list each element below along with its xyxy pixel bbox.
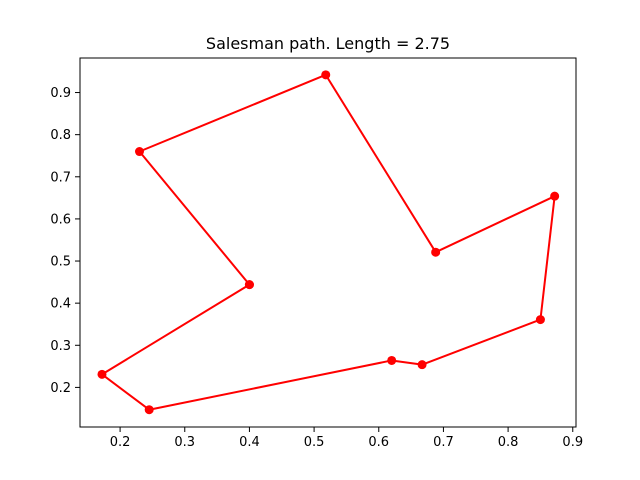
plot-area (80, 58, 576, 427)
x-tick-label-0: 0.2 (110, 435, 131, 450)
y-tick-label-1: 0.3 (50, 339, 71, 354)
city-point-2 (321, 70, 331, 80)
x-tick-label-5: 0.7 (433, 435, 454, 450)
city-point-7 (387, 355, 397, 365)
y-tick-label-3: 0.5 (50, 255, 71, 270)
x-tick-label-7: 0.9 (562, 435, 583, 450)
y-tick-label-5: 0.7 (50, 170, 71, 185)
y-tick-label-7: 0.9 (50, 86, 71, 101)
axes: 0.2 0.3 0.4 0.5 0.6 0.7 0.8 0.9 0.2 0.3 0.4 0.5 0.6 0… (50, 57, 583, 450)
city-point-3 (431, 247, 441, 257)
x-tick-label-2: 0.4 (239, 435, 260, 450)
x-tick-label-6: 0.8 (498, 435, 519, 450)
chart-title: Salesman path. Length = 2.75 (206, 34, 450, 53)
x-tick-label-1: 0.3 (174, 435, 195, 450)
city-point-4 (550, 191, 560, 201)
plot-background (80, 58, 576, 427)
x-tick-label-3: 0.5 (304, 435, 325, 450)
city-point-8 (144, 405, 154, 415)
x-tick-label-4: 0.6 (368, 435, 389, 450)
y-tick-label-4: 0.6 (50, 212, 71, 227)
city-point-5 (535, 315, 545, 325)
y-tick-label-0: 0.2 (50, 381, 71, 396)
city-point-1 (134, 147, 144, 157)
city-point-9 (97, 369, 107, 379)
y-tick-label-2: 0.4 (50, 297, 71, 312)
y-tick-label-6: 0.8 (50, 128, 71, 143)
city-point-10 (244, 280, 254, 290)
axes-frame (79, 57, 577, 428)
city-point-6 (417, 360, 427, 370)
